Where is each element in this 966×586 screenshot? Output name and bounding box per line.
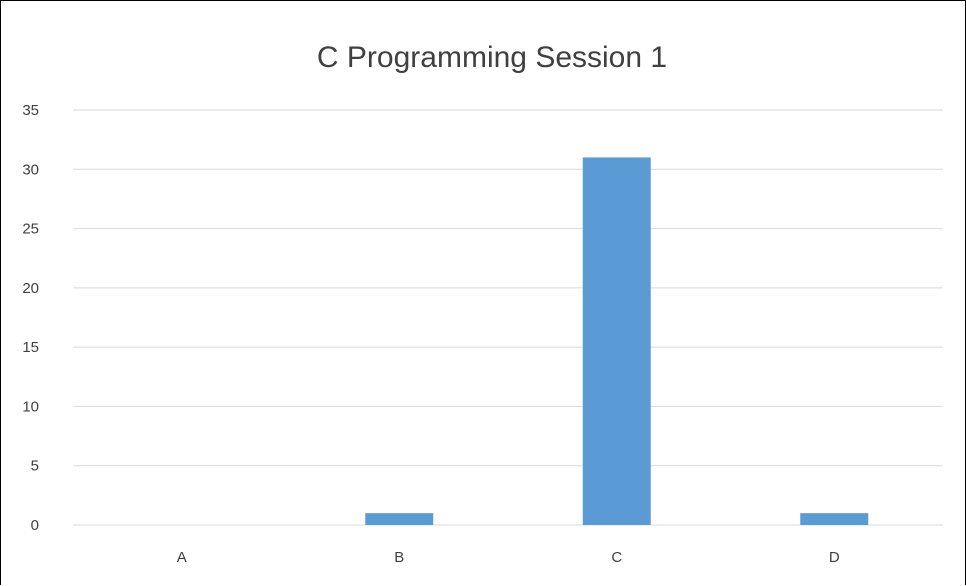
bar-C [582, 157, 651, 525]
y-tick-label-1: 5 [31, 458, 39, 475]
gridlines [73, 109, 943, 526]
bars [365, 157, 869, 525]
x-tick-label-B: B [394, 549, 404, 566]
y-tick-label-0: 0 [31, 517, 39, 534]
x-tick-label-A: A [177, 549, 187, 566]
y-tick-label-6: 30 [22, 161, 39, 178]
y-tick-label-2: 10 [22, 398, 39, 415]
y-tick-label-7: 35 [22, 102, 39, 119]
x-tick-label-C: C [611, 549, 622, 566]
y-tick-label-3: 15 [22, 339, 39, 356]
y-tick-label-5: 25 [22, 221, 39, 238]
x-axis-tick-labels: A B C D [177, 549, 840, 566]
chart-title: C Programming Session 1 [317, 41, 667, 74]
y-tick-label-4: 20 [22, 280, 39, 297]
bar-D [800, 513, 869, 525]
x-tick-label-D: D [829, 549, 840, 566]
bar-B [365, 513, 434, 525]
y-axis-tick-labels: 0 5 10 15 20 25 30 35 [22, 102, 39, 534]
